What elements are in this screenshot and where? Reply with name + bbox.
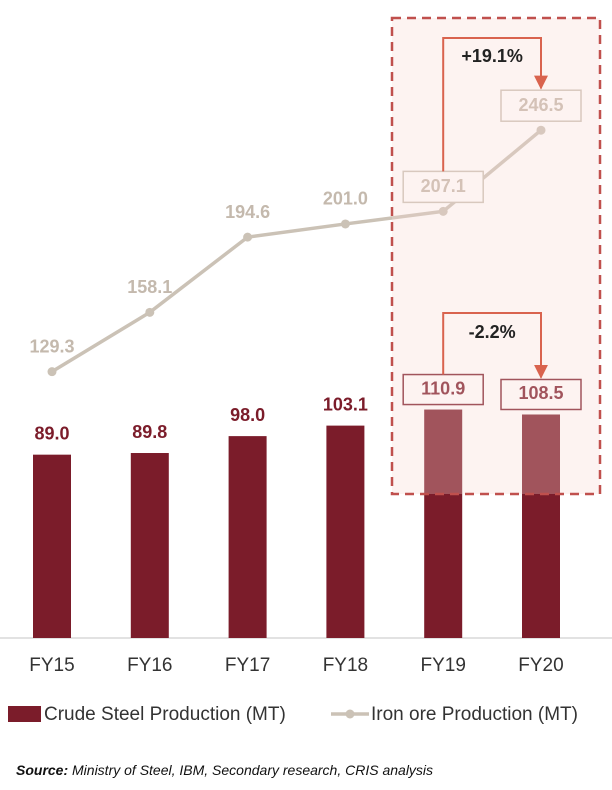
change-arrow — [442, 37, 548, 172]
line-point — [243, 232, 253, 242]
label-box — [402, 373, 484, 406]
source-text: Ministry of Steel, IBM, Secondary resear… — [72, 762, 434, 778]
label-box — [500, 378, 582, 411]
bar-value-label: 110.9 — [421, 378, 465, 398]
line-point — [340, 219, 350, 229]
x-tick-label: FY16 — [127, 655, 172, 676]
bar — [228, 436, 267, 638]
source-note: Source: Ministry of Steel, IBM, Secondar… — [16, 762, 433, 778]
x-tick-label: FY20 — [518, 655, 563, 676]
bar-value-label: 89.8 — [132, 422, 167, 442]
line-value-label: 207.1 — [421, 176, 466, 196]
x-tick-label: FY17 — [225, 655, 270, 676]
highlight-box — [390, 16, 602, 496]
legend-label: Crude Steel Production (MT) — [44, 704, 286, 725]
chart: FY15 FY16 FY17 FY18 FY19 FY20 89.0 89.8 98.0 103.… — [0, 16, 612, 725]
change-arrow — [442, 312, 548, 379]
bar — [424, 409, 463, 638]
line-value-label: 201.0 — [323, 189, 368, 209]
line-point — [438, 206, 448, 216]
line-point — [47, 367, 57, 377]
line-point — [145, 307, 155, 317]
legend-marker — [345, 709, 355, 719]
change-annotation: +19.1% — [461, 46, 523, 66]
bar-value-label: 108.5 — [518, 383, 563, 403]
line-value-label: 158.1 — [127, 277, 172, 297]
x-tick-label: FY15 — [29, 655, 74, 676]
bar — [522, 414, 560, 638]
line-value-label: 194.6 — [225, 202, 270, 222]
x-tick-label: FY19 — [420, 655, 465, 676]
x-tick-label: FY18 — [323, 655, 368, 676]
bar — [33, 454, 71, 638]
page: {"chart_data": {"type": "combo", "catego… — [0, 16, 612, 778]
legend-label: Iron ore Production (MT) — [371, 704, 578, 725]
bar — [326, 425, 365, 638]
line-value-label: 129.3 — [29, 336, 74, 356]
bar-value-label: 98.0 — [230, 405, 265, 425]
label-box — [402, 170, 484, 204]
line-value-label: 246.5 — [518, 95, 563, 115]
bar-value-label: 89.0 — [34, 423, 69, 443]
bar-value-label: 103.1 — [323, 394, 368, 414]
legend-swatch — [8, 706, 41, 722]
label-box — [500, 89, 582, 122]
source-label: Source: — [16, 762, 69, 778]
change-annotation: -2.2% — [469, 322, 516, 342]
line-point — [536, 125, 546, 135]
bar — [130, 453, 169, 638]
